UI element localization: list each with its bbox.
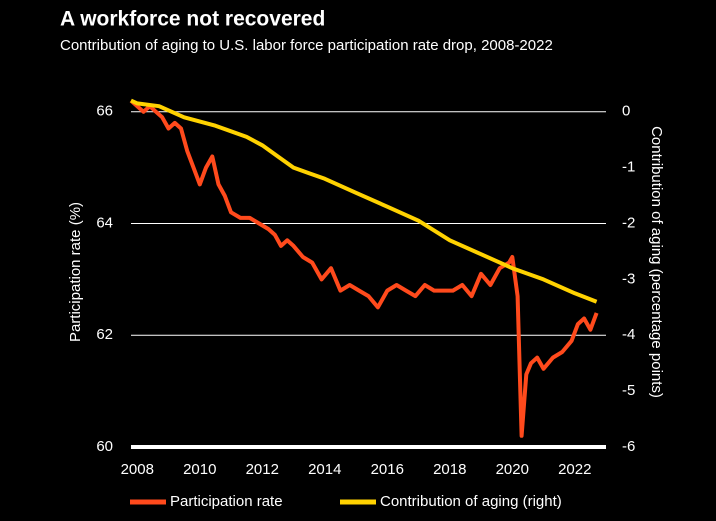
- y-tick-label: 64: [96, 214, 113, 231]
- chart-subtitle: Contribution of aging to U.S. labor forc…: [60, 37, 553, 54]
- line-series: [129, 99, 599, 438]
- y2-tick-label: -6: [622, 438, 635, 455]
- x-tick-label: 2010: [183, 461, 216, 478]
- legend-label: Participation rate: [170, 493, 283, 510]
- chart-title: A workforce not recovered: [60, 8, 325, 31]
- y2-tick-label: -4: [622, 326, 635, 343]
- y2-tick-label: 0: [622, 103, 630, 120]
- x-tick-label: 2012: [246, 461, 279, 478]
- y2-tick-label: -3: [622, 270, 635, 287]
- y2-tick-label: -2: [622, 214, 635, 231]
- x-tick-label: 2020: [496, 461, 529, 478]
- y-axis-label: Participation rate (%): [67, 202, 84, 342]
- legend-label: Contribution of aging (right): [380, 493, 562, 510]
- x-tick-label: 2018: [433, 461, 466, 478]
- y-tick-label: 60: [96, 438, 113, 455]
- x-tick-label: 2008: [121, 461, 154, 478]
- x-tick-label: 2022: [558, 461, 591, 478]
- y2-axis-label: Contribution of aging (percentage points…: [648, 126, 665, 398]
- y-tick-label: 62: [96, 326, 113, 343]
- y2-tick-label: -5: [622, 382, 635, 399]
- y2-tick-label: -1: [622, 159, 635, 176]
- x-tick-label: 2014: [308, 461, 341, 478]
- line-series: [130, 98, 598, 304]
- y-tick-label: 66: [96, 103, 113, 120]
- x-tick-label: 2016: [371, 461, 404, 478]
